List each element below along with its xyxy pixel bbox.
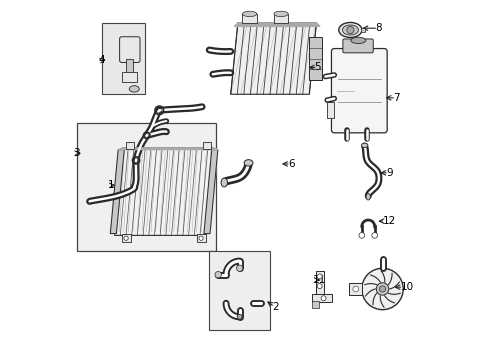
Polygon shape: [110, 150, 124, 234]
Bar: [126, 142, 134, 149]
Circle shape: [199, 236, 203, 240]
Ellipse shape: [343, 25, 358, 35]
Bar: [309, 37, 322, 80]
Circle shape: [317, 284, 322, 289]
Circle shape: [359, 233, 365, 238]
Text: 11: 11: [313, 275, 326, 285]
Text: 12: 12: [383, 216, 396, 226]
Circle shape: [237, 265, 243, 271]
Ellipse shape: [243, 11, 257, 17]
Bar: [327, 103, 334, 118]
Bar: [197, 234, 206, 242]
Text: 3: 3: [74, 148, 80, 158]
Bar: [102, 23, 145, 94]
Ellipse shape: [129, 86, 139, 92]
FancyBboxPatch shape: [120, 37, 140, 63]
Text: 6: 6: [288, 159, 294, 169]
Bar: [274, 14, 288, 23]
Circle shape: [362, 268, 403, 310]
Bar: [77, 123, 217, 251]
Text: 9: 9: [386, 168, 392, 178]
Bar: [312, 301, 319, 307]
Circle shape: [376, 283, 389, 295]
Ellipse shape: [339, 22, 362, 37]
FancyBboxPatch shape: [343, 39, 373, 53]
Ellipse shape: [221, 178, 227, 187]
Text: 5: 5: [315, 63, 321, 72]
Bar: [312, 294, 332, 302]
Ellipse shape: [244, 159, 253, 166]
Polygon shape: [118, 148, 218, 150]
Text: 7: 7: [393, 93, 400, 103]
Bar: [316, 271, 323, 302]
Bar: [209, 251, 270, 330]
Text: 10: 10: [400, 282, 414, 292]
Text: 1: 1: [107, 180, 114, 190]
Bar: [126, 59, 133, 73]
Bar: [122, 234, 131, 242]
Bar: [349, 283, 362, 295]
Circle shape: [124, 236, 128, 240]
Circle shape: [379, 286, 386, 292]
Ellipse shape: [362, 143, 368, 148]
Text: 2: 2: [272, 302, 278, 312]
Circle shape: [215, 271, 221, 278]
Polygon shape: [204, 150, 218, 234]
Circle shape: [372, 233, 377, 238]
Polygon shape: [115, 148, 214, 235]
Circle shape: [353, 286, 359, 292]
Ellipse shape: [351, 37, 366, 44]
Text: 4: 4: [98, 55, 105, 65]
Ellipse shape: [274, 11, 288, 17]
Ellipse shape: [366, 194, 370, 200]
Text: 8: 8: [375, 23, 382, 33]
Bar: [243, 14, 257, 23]
Circle shape: [317, 274, 322, 279]
FancyBboxPatch shape: [331, 49, 387, 133]
Polygon shape: [234, 23, 320, 26]
Circle shape: [237, 314, 242, 319]
Bar: [122, 72, 137, 82]
Polygon shape: [231, 23, 317, 94]
Bar: [361, 28, 366, 32]
Bar: [203, 142, 211, 149]
Circle shape: [321, 296, 326, 301]
Circle shape: [347, 26, 354, 33]
